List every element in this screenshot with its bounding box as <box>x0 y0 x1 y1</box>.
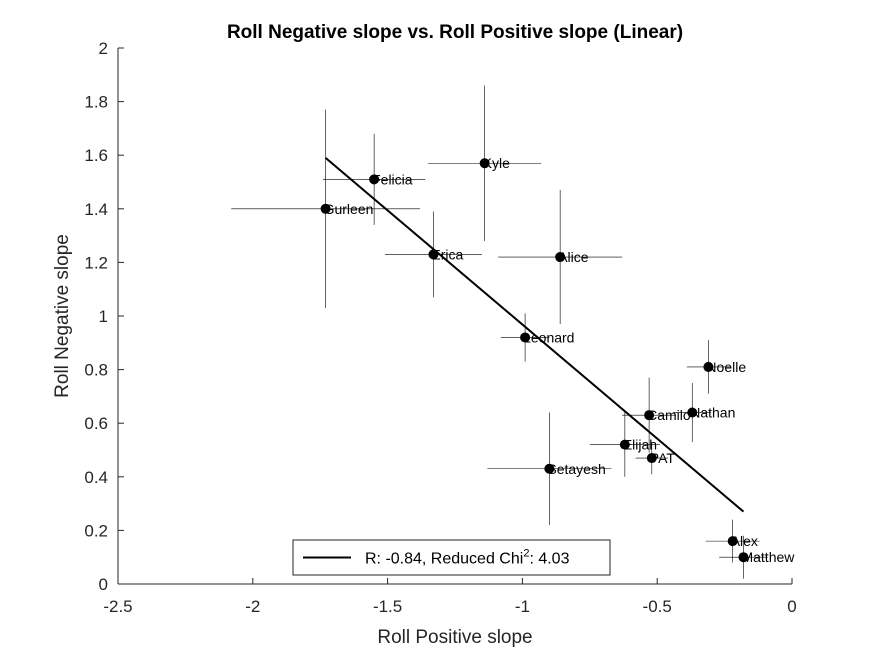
fit-line-group <box>324 157 745 513</box>
point-label: Nathan <box>690 404 735 420</box>
data-point <box>738 552 749 563</box>
data-point <box>646 453 657 464</box>
y-tick-label: 1.6 <box>84 146 108 165</box>
point-label: Kyle <box>483 155 510 171</box>
x-tick-label: 0 <box>787 597 796 616</box>
y-tick-label: 1.4 <box>84 200 108 219</box>
point-label: Elijah <box>623 437 657 453</box>
x-tick-label: -2.5 <box>103 597 132 616</box>
point-label: Noelle <box>706 359 746 375</box>
data-point <box>520 332 531 343</box>
data-point <box>544 463 555 474</box>
legend: R: -0.84, Reduced Chi2: 4.03 <box>292 539 611 576</box>
data-point <box>369 174 380 185</box>
data-point <box>479 158 490 169</box>
data-point <box>644 410 655 421</box>
point-label: Gurleen <box>324 201 374 217</box>
point-label: Felicia <box>372 171 413 187</box>
point-labels: Felicia Kyle Gurleen Erica Alice Leonard Noell… <box>324 155 796 565</box>
data-point <box>555 252 566 263</box>
data-point <box>428 249 439 260</box>
point-label: Setayesh <box>547 461 605 477</box>
point-label: Alice <box>558 249 589 265</box>
x-tick-label: -1 <box>515 597 530 616</box>
point-label: Alex <box>731 533 758 549</box>
data-point <box>320 203 331 214</box>
legend-label-main: R: -0.84, Reduced Chi <box>365 551 523 568</box>
axes: -2.5 -2 -1.5 -1 -0.5 0 0 0.2 0.4 0.6 0.8 1 1.2 1.4 1.6… <box>84 39 796 616</box>
y-tick-label: 0 <box>99 575 108 594</box>
chart-title: Roll Negative slope vs. Roll Positive sl… <box>227 22 683 43</box>
x-tick-label: -1.5 <box>373 597 402 616</box>
legend-label-superscript: 2 <box>523 548 529 560</box>
point-label: Matthew <box>741 549 795 565</box>
y-tick-label: 0.4 <box>84 468 108 487</box>
fit-line <box>324 157 745 513</box>
data-point <box>703 361 714 372</box>
point-label: Erica <box>431 246 463 262</box>
y-axis-title: Roll Negative slope <box>52 234 73 398</box>
legend-label-value: : 4.03 <box>529 551 569 568</box>
point-label: Leonard <box>523 329 574 345</box>
y-tick-label: 1.8 <box>84 93 108 112</box>
x-tick-label: -0.5 <box>643 597 672 616</box>
y-tick-label: 1.2 <box>84 253 108 272</box>
y-tick-label: 0.6 <box>84 414 108 433</box>
x-tick-label: -2 <box>245 597 260 616</box>
y-tick-label: 1 <box>99 307 108 326</box>
data-point <box>687 407 698 418</box>
data-point <box>727 536 738 547</box>
data-points <box>320 158 749 563</box>
y-tick-label: 0.8 <box>84 361 108 380</box>
legend-label: R: -0.84, Reduced Chi2: 4.03 <box>365 548 570 568</box>
point-label: PAT <box>650 450 676 466</box>
y-tick-label: 2 <box>99 39 108 58</box>
y-tick-label: 0.2 <box>84 521 108 540</box>
data-point <box>619 439 630 450</box>
plot-area <box>118 48 792 584</box>
x-axis-title: Roll Positive slope <box>377 627 532 648</box>
point-label: Camilo <box>647 407 691 423</box>
